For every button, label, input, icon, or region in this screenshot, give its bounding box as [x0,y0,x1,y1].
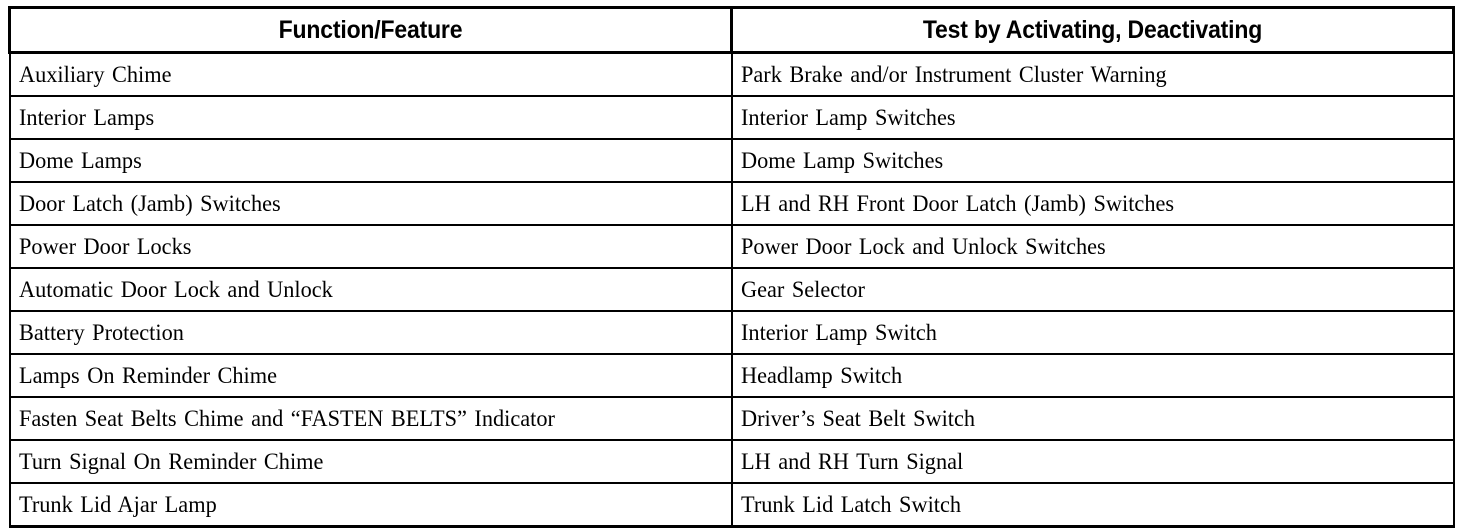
cell-function-label: Door Latch (Jamb) Switches [18,190,281,216]
cell-function: Dome Lamps [8,138,733,183]
cell-function: Turn Signal On Reminder Chime [8,439,733,484]
cell-test: Interior Lamp Switches [730,95,1455,140]
table-row: Power Door Locks Power Door Lock and Unl… [8,224,1455,269]
cell-function-label: Auxiliary Chime [18,61,172,87]
table-row: Interior Lamps Interior Lamp Switches [8,95,1455,140]
cell-test: Headlamp Switch [730,353,1455,398]
table-row: Fasten Seat Belts Chime and “FASTEN BELT… [8,396,1455,441]
column-header-function-feature-label: Function/Feature [278,16,463,44]
cell-test: Driver’s Seat Belt Switch [730,396,1455,441]
cell-function: Door Latch (Jamb) Switches [8,181,733,226]
cell-function: Trunk Lid Ajar Lamp [8,482,733,528]
cell-test-label: Gear Selector [740,276,865,302]
function-feature-test-table: Function/Feature Test by Activating, Dea… [8,6,1455,528]
cell-function-label: Power Door Locks [18,233,191,259]
table-header-row: Function/Feature Test by Activating, Dea… [8,6,1455,54]
cell-function: Power Door Locks [8,224,733,269]
column-header-test-by-label: Test by Activating, Deactivating [922,16,1263,44]
table-container: Function/Feature Test by Activating, Dea… [8,6,1455,528]
table-row: Automatic Door Lock and Unlock Gear Sele… [8,267,1455,312]
cell-test: Gear Selector [730,267,1455,312]
cell-test: LH and RH Turn Signal [730,439,1455,484]
table-row: Door Latch (Jamb) Switches LH and RH Fro… [8,181,1455,226]
cell-test: Park Brake and/or Instrument Cluster War… [730,51,1455,97]
cell-function-label: Interior Lamps [18,104,154,130]
cell-test-label: Park Brake and/or Instrument Cluster War… [740,61,1167,87]
cell-function: Automatic Door Lock and Unlock [8,267,733,312]
cell-test-label: Driver’s Seat Belt Switch [740,405,975,431]
cell-test-label: Interior Lamp Switch [740,319,937,345]
cell-test: Interior Lamp Switch [730,310,1455,355]
table-row: Turn Signal On Reminder Chime LH and RH … [8,439,1455,484]
table-row: Trunk Lid Ajar Lamp Trunk Lid Latch Swit… [8,482,1455,528]
cell-function: Lamps On Reminder Chime [8,353,733,398]
cell-test-label: Dome Lamp Switches [740,147,943,173]
table-row: Lamps On Reminder Chime Headlamp Switch [8,353,1455,398]
cell-function: Battery Protection [8,310,733,355]
cell-test: LH and RH Front Door Latch (Jamb) Switch… [730,181,1455,226]
cell-test-label: Interior Lamp Switches [740,104,956,130]
table-body: Auxiliary Chime Park Brake and/or Instru… [8,51,1455,528]
table-row: Dome Lamps Dome Lamp Switches [8,138,1455,183]
cell-test-label: Headlamp Switch [740,362,902,388]
cell-function-label: Turn Signal On Reminder Chime [18,448,323,474]
cell-function: Interior Lamps [8,95,733,140]
cell-test: Power Door Lock and Unlock Switches [730,224,1455,269]
cell-test: Dome Lamp Switches [730,138,1455,183]
cell-test: Trunk Lid Latch Switch [730,482,1455,528]
cell-function-label: Automatic Door Lock and Unlock [18,276,333,302]
column-header-test-by: Test by Activating, Deactivating [730,6,1455,54]
column-header-function-feature: Function/Feature [8,6,733,54]
cell-test-label: LH and RH Turn Signal [740,448,963,474]
cell-function-label: Lamps On Reminder Chime [18,362,277,388]
cell-function-label: Battery Protection [18,319,184,345]
cell-function-label: Trunk Lid Ajar Lamp [18,491,217,517]
table-header: Function/Feature Test by Activating, Dea… [8,6,1455,54]
table-row: Auxiliary Chime Park Brake and/or Instru… [8,51,1455,97]
cell-test-label: Power Door Lock and Unlock Switches [740,233,1106,259]
cell-function-label: Fasten Seat Belts Chime and “FASTEN BELT… [18,405,555,431]
cell-test-label: Trunk Lid Latch Switch [740,491,961,517]
cell-function: Fasten Seat Belts Chime and “FASTEN BELT… [8,396,733,441]
cell-function: Auxiliary Chime [8,51,733,97]
cell-function-label: Dome Lamps [18,147,142,173]
cell-test-label: LH and RH Front Door Latch (Jamb) Switch… [740,190,1174,216]
document-page: Function/Feature Test by Activating, Dea… [8,6,1455,528]
table-row: Battery Protection Interior Lamp Switch [8,310,1455,355]
